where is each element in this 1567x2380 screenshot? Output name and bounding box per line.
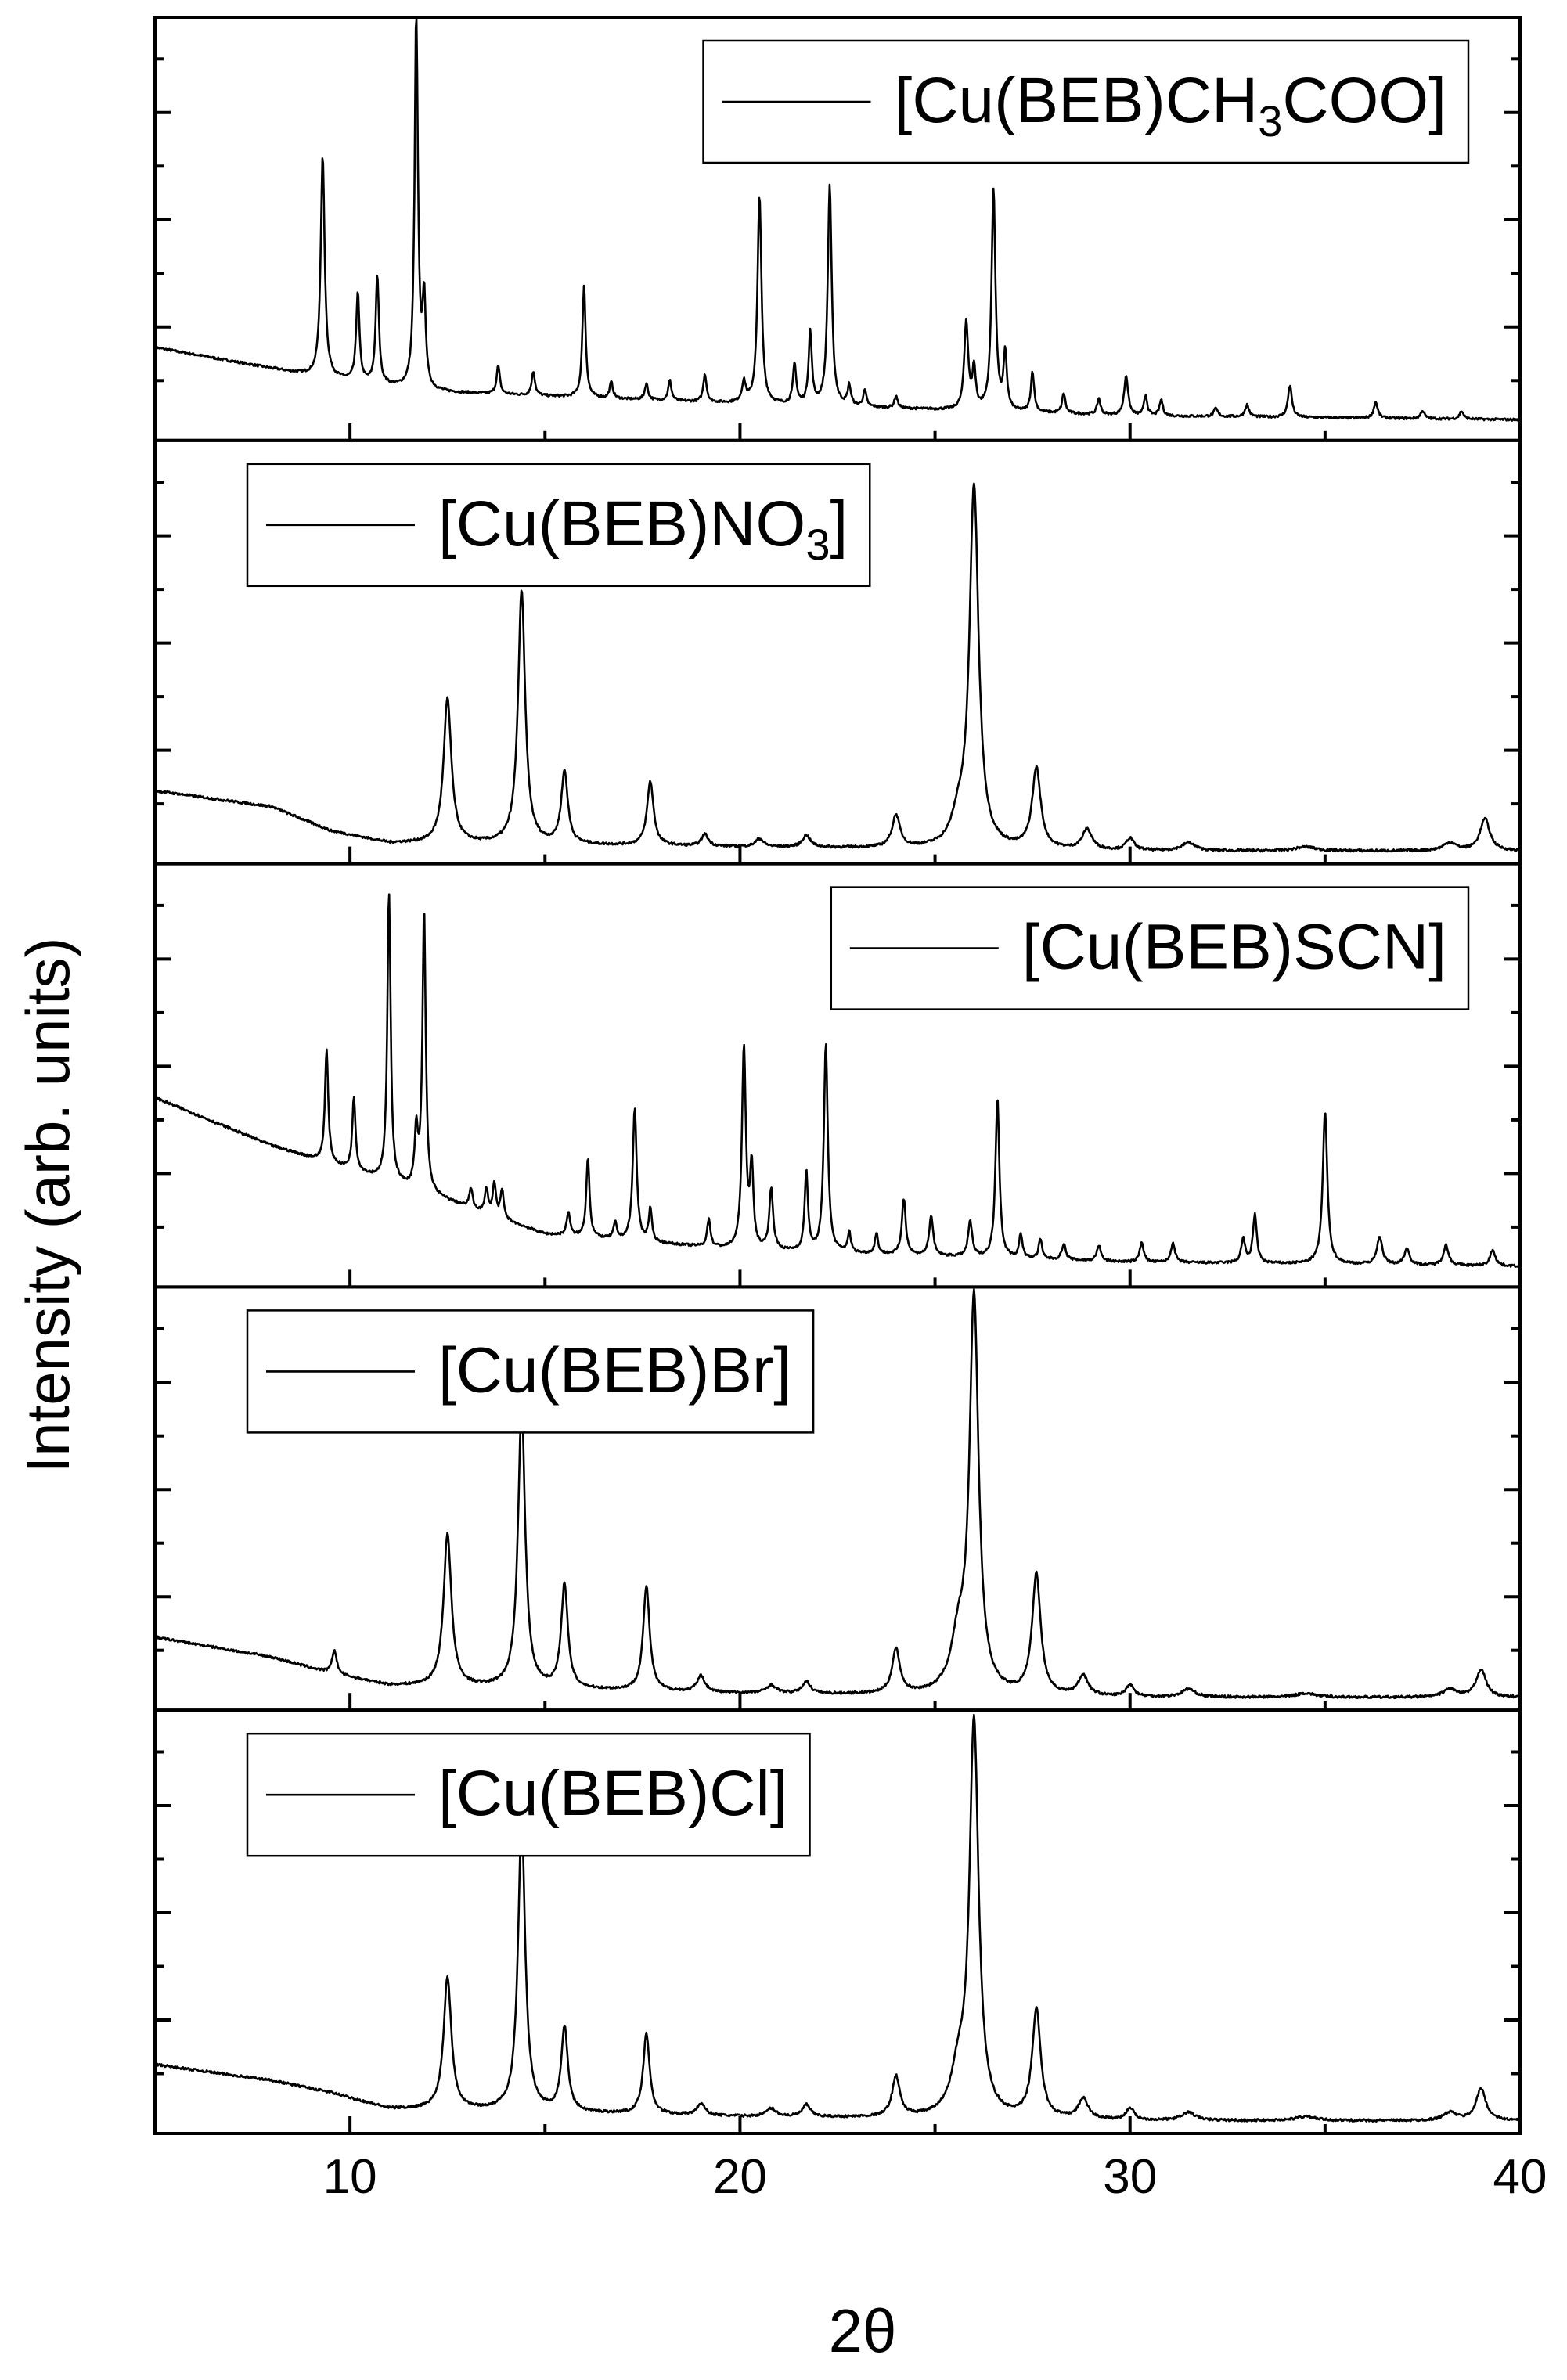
legend-label: [Cu(BEB)CH3COO] [895,65,1446,146]
legend: [Cu(BEB)NO3] [246,463,871,588]
x-ticks [348,2116,1327,2133]
x-tick-label: 20 [713,2150,767,2204]
x-tick-label: 10 [323,2150,377,2204]
chart-panels: [Cu(BEB)CH3COO] [Cu(BEB)NO3] [Cu(BEB)SCN] [… [153,16,1522,2135]
y-ticks [155,1750,1520,2076]
x-ticks [348,846,1327,864]
panel-frame [153,1708,1522,2135]
panel-2: [Cu(BEB)NO3] [153,438,1522,866]
x-ticks [348,423,1327,441]
y-axis-title: Intensity (arb. units) [13,938,82,1474]
y-ticks [155,1327,1520,1652]
x-axis: 10 20 30 40 [323,2150,1547,2204]
series-trace [154,1713,1521,2123]
y-ticks [155,903,1520,1229]
legend: [Cu(BEB)CH3COO] [702,39,1470,164]
legend-label: [Cu(BEB)NO3] [438,488,848,569]
y-ticks [155,481,1520,806]
legend-label: [Cu(BEB)SCN] [1022,912,1446,983]
legend: [Cu(BEB)Br] [246,1309,815,1434]
y-ticks [155,57,1520,383]
legend-label: [Cu(BEB)Cl] [438,1758,788,1829]
panel-3: [Cu(BEB)SCN] [153,862,1522,1289]
x-tick-label: 40 [1493,2150,1547,2204]
legend: [Cu(BEB)Cl] [246,1732,811,1857]
legend: [Cu(BEB)SCN] [830,886,1470,1010]
panel-1: [Cu(BEB)CH3COO] [153,16,1522,442]
x-ticks [348,1693,1327,1711]
legend-label: [Cu(BEB)Br] [438,1334,791,1406]
panel-4: [Cu(BEB)Br] [153,1285,1522,1712]
x-tick-label: 30 [1103,2150,1157,2204]
x-ticks [348,1269,1327,1287]
panel-5: [Cu(BEB)Cl] [153,1708,1522,2135]
series-trace [153,17,1522,422]
x-axis-title: 2θ [829,2296,897,2365]
series-trace [153,893,1522,1268]
series-trace [154,1288,1521,1700]
series-trace [153,482,1521,853]
